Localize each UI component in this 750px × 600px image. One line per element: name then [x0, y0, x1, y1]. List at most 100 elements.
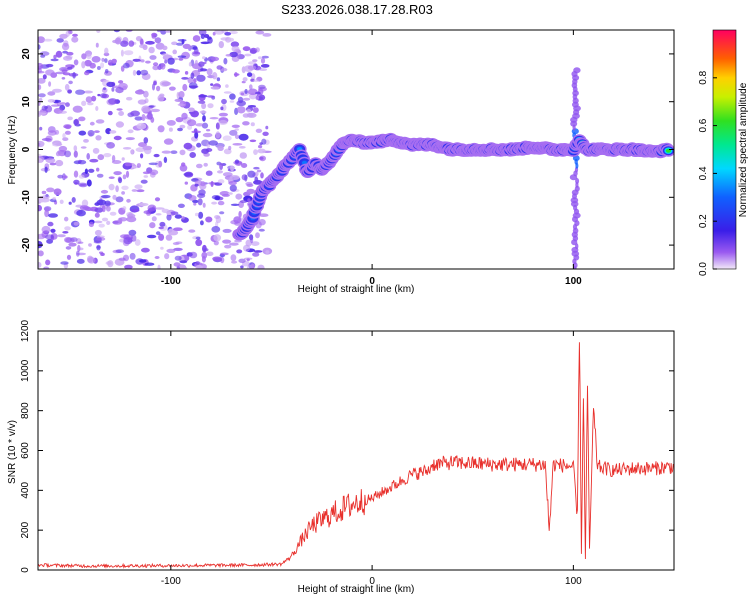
- noise-blob: [235, 193, 243, 200]
- spectrogram-x-axis-label: Height of straight line (km): [298, 284, 415, 295]
- noise-blob: [67, 116, 73, 121]
- noise-blob: [242, 97, 251, 101]
- y-tick-label: 800: [20, 402, 31, 419]
- noise-blob: [55, 71, 65, 75]
- noise-blob: [140, 38, 144, 46]
- noise-blob: [60, 102, 66, 105]
- noise-blob: [89, 121, 95, 126]
- noise-blob: [72, 72, 76, 79]
- noise-blob: [108, 98, 118, 105]
- snr-x-axis-label: Height of straight line (km): [298, 584, 415, 595]
- noise-blob: [94, 229, 102, 236]
- noise-blob: [73, 179, 80, 185]
- noise-blob: [157, 94, 165, 102]
- noise-blob: [201, 255, 206, 263]
- noise-blob: [184, 181, 188, 185]
- colorbar: 0.0 0.2 0.4 0.6 0.8 Normalized spectral ampl…: [698, 29, 749, 276]
- noise-blob: [151, 216, 157, 222]
- noise-blob: [38, 140, 45, 148]
- noise-blob: [121, 157, 125, 161]
- noise-blob: [178, 266, 188, 269]
- noise-blob: [218, 120, 228, 125]
- noise-blob: [63, 55, 73, 61]
- noise-blob: [174, 255, 182, 261]
- noise-blob: [253, 79, 259, 83]
- noise-blob: [262, 33, 272, 37]
- noise-blob: [179, 124, 186, 129]
- noise-blob: [126, 216, 137, 223]
- noise-blob: [62, 50, 68, 54]
- noise-blob: [130, 110, 141, 117]
- noise-blob: [95, 237, 106, 241]
- noise-blob: [260, 64, 270, 68]
- noise-blob: [123, 237, 133, 245]
- noise-blob: [139, 44, 147, 49]
- noise-blob: [100, 62, 105, 69]
- noise-blob: [245, 181, 253, 186]
- noise-blob: [126, 96, 133, 101]
- noise-blob: [109, 130, 117, 134]
- noise-blob: [134, 239, 141, 246]
- noise-blob: [195, 239, 203, 247]
- noise-blob: [248, 61, 257, 65]
- noise-blob: [198, 211, 204, 219]
- noise-blob: [206, 68, 213, 76]
- noise-blob: [113, 30, 120, 33]
- noise-blob: [158, 226, 164, 230]
- noise-blob: [211, 226, 221, 233]
- noise-blob: [215, 215, 222, 224]
- noise-blob: [113, 135, 122, 141]
- noise-blob: [124, 162, 133, 167]
- noise-blob: [188, 229, 196, 233]
- noise-blob: [199, 110, 207, 114]
- noise-blob: [96, 244, 101, 251]
- noise-blob: [71, 36, 79, 43]
- noise-blob: [231, 260, 238, 264]
- noise-blob: [255, 128, 263, 133]
- noise-blob: [250, 263, 255, 269]
- noise-blob: [217, 145, 224, 151]
- noise-blob: [206, 129, 211, 132]
- noise-blob: [65, 237, 75, 243]
- noise-blob: [81, 100, 87, 107]
- noise-blob: [45, 157, 56, 164]
- colorbar-tick-label: 0.2: [698, 214, 709, 228]
- noise-blob: [65, 30, 70, 37]
- noise-blob: [255, 30, 265, 35]
- noise-blob: [191, 50, 201, 57]
- noise-blob: [252, 252, 260, 257]
- noise-blob: [258, 145, 263, 149]
- noise-blob: [150, 108, 160, 113]
- noise-blob: [55, 151, 61, 157]
- noise-blob: [188, 195, 197, 201]
- noise-blob: [249, 49, 257, 55]
- noise-blob: [96, 173, 104, 178]
- noise-blob: [101, 205, 106, 213]
- noise-blob: [219, 211, 225, 215]
- noise-blob: [197, 100, 206, 104]
- noise-blob: [140, 69, 149, 76]
- noise-blob: [258, 219, 266, 226]
- noise-blob: [103, 87, 106, 91]
- noise-blob: [112, 194, 117, 200]
- snr-y-axis-label: SNR (10 * v/v): [7, 420, 18, 484]
- noise-blob: [59, 66, 69, 72]
- noise-blob: [202, 115, 206, 122]
- noise-blob: [49, 162, 57, 166]
- noise-blob: [210, 56, 220, 62]
- noise-blob: [104, 69, 109, 74]
- noise-blob: [108, 183, 115, 191]
- noise-blob: [62, 231, 69, 234]
- noise-blob: [170, 211, 179, 215]
- noise-blob: [73, 170, 79, 178]
- noise-blob: [140, 179, 148, 184]
- noise-blob: [62, 133, 66, 139]
- noise-blob: [265, 250, 270, 254]
- noise-blob: [261, 55, 269, 59]
- y-tick-label: 1200: [20, 319, 31, 342]
- noise-blob: [96, 199, 107, 206]
- noise-blob: [38, 101, 41, 106]
- noise-blob: [85, 96, 93, 103]
- noise-blob: [158, 160, 163, 168]
